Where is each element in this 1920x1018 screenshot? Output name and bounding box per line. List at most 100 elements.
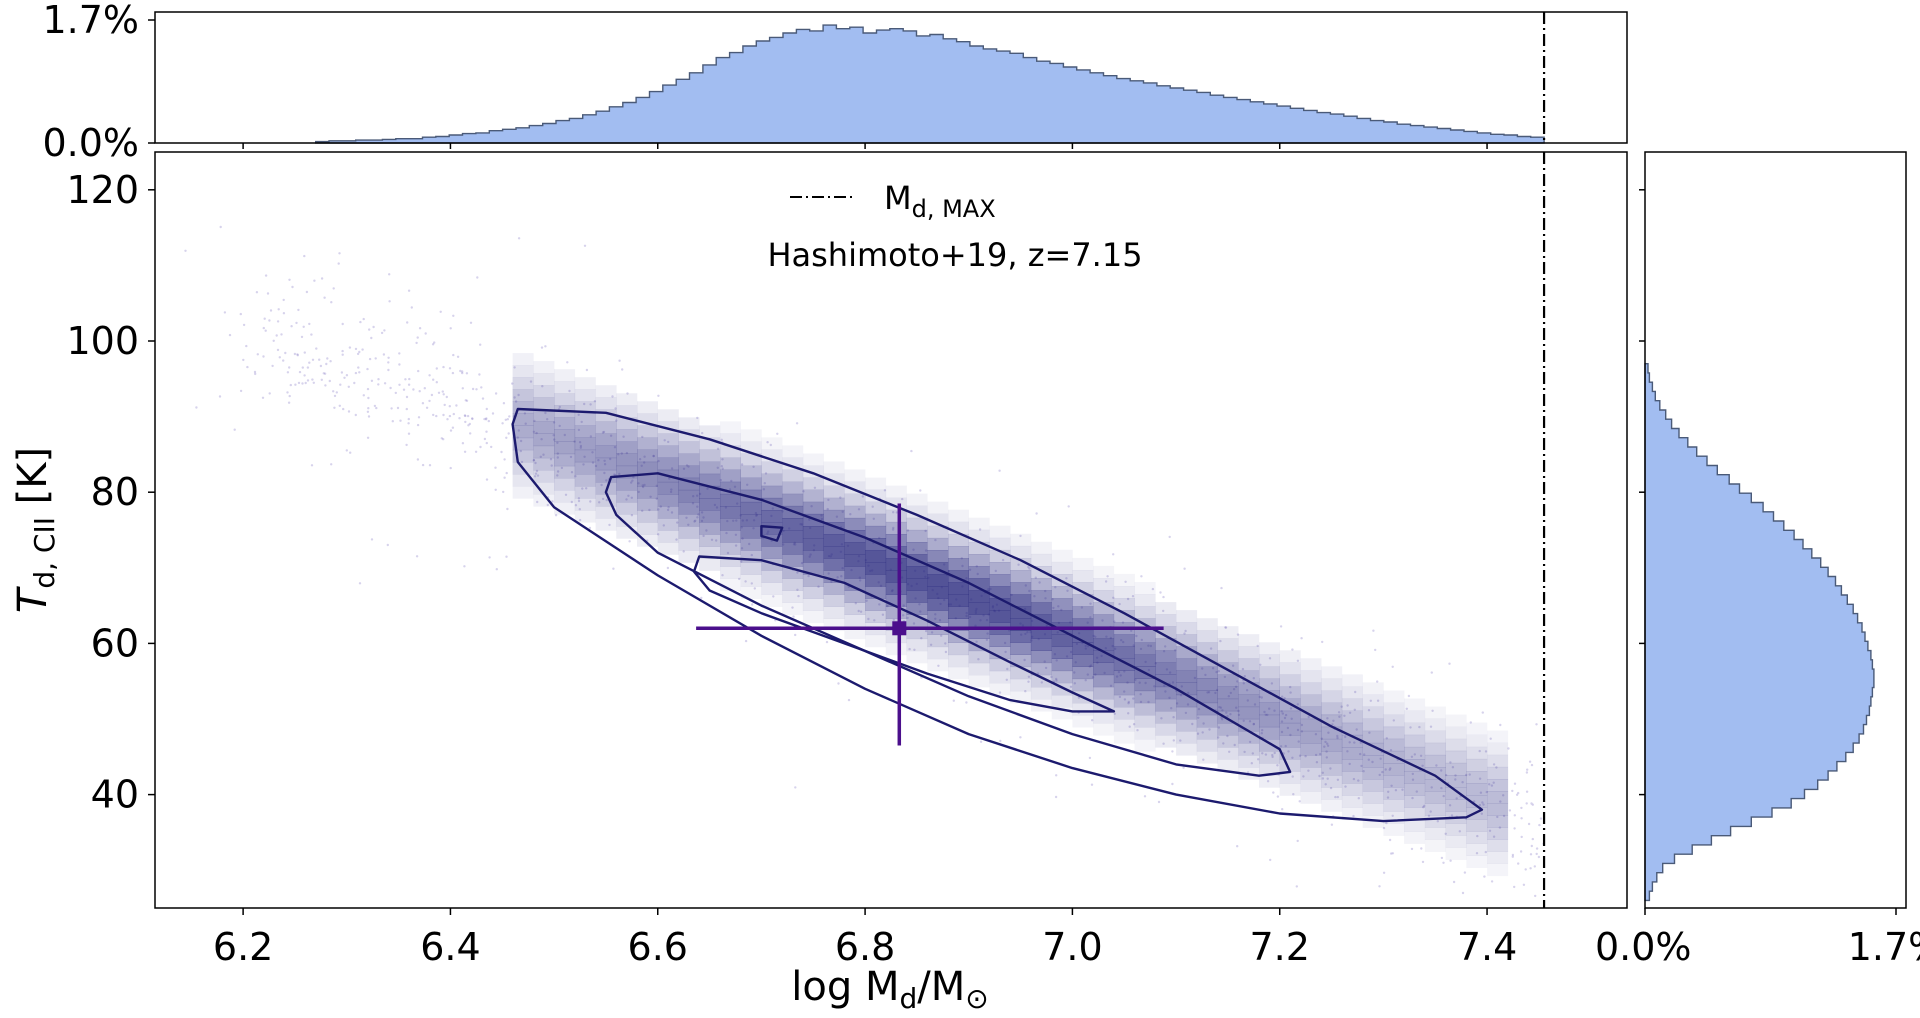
scatter-point	[1157, 800, 1161, 804]
scatter-point	[920, 637, 923, 640]
scatter-point	[1004, 650, 1007, 654]
density-cell	[1113, 646, 1135, 659]
density-cell	[1259, 726, 1280, 740]
scatter-point	[290, 325, 293, 328]
scatter-point	[589, 500, 592, 503]
scatter-point	[1289, 685, 1292, 689]
scatter-point	[533, 419, 536, 423]
density-cell	[1362, 694, 1384, 707]
scatter-point	[305, 290, 309, 294]
scatter-point	[937, 664, 940, 667]
scatter-point	[577, 497, 581, 500]
scatter-point	[431, 343, 435, 346]
scatter-point	[1488, 783, 1491, 786]
density-cell	[968, 541, 990, 555]
density-cell	[1445, 787, 1467, 800]
scatter-point	[1298, 800, 1301, 803]
density-cell	[595, 445, 617, 459]
density-cell	[1259, 739, 1280, 752]
density-cell	[1176, 610, 1198, 623]
scatter-point	[734, 544, 738, 547]
scatter-point	[239, 389, 243, 393]
x-tick-label: 6.8	[835, 925, 895, 969]
scatter-point	[878, 603, 881, 606]
scatter-point	[461, 387, 464, 390]
scatter-point	[1421, 764, 1424, 767]
density-cell	[1238, 658, 1260, 671]
scatter-point	[591, 451, 594, 454]
density-cell	[1238, 718, 1260, 732]
scatter-point	[266, 292, 270, 295]
density-cell	[1051, 586, 1073, 599]
scatter-point	[682, 467, 686, 470]
density-cell	[1445, 726, 1467, 740]
scatter-point	[700, 596, 703, 600]
scatter-point	[517, 237, 521, 240]
scatter-point	[1084, 679, 1087, 682]
density-cell	[574, 377, 596, 390]
scatter-point	[218, 395, 222, 398]
scatter-point	[902, 614, 905, 617]
scatter-point	[1280, 730, 1284, 734]
y-tick-label: 40	[91, 773, 139, 817]
scatter-point	[721, 458, 724, 461]
scatter-point	[320, 378, 323, 381]
scatter-point	[532, 430, 536, 433]
density-cell	[1010, 558, 1032, 571]
scatter-point	[813, 486, 817, 489]
density-cell	[657, 409, 679, 422]
density-cell	[699, 498, 721, 511]
density-cell	[1341, 710, 1363, 724]
scatter-point	[1498, 826, 1502, 829]
density-cell	[885, 606, 907, 619]
density-cell	[554, 417, 576, 430]
scatter-point	[275, 334, 278, 337]
scatter-point	[289, 383, 292, 387]
scatter-point	[1038, 581, 1041, 584]
scatter-point	[1179, 739, 1182, 742]
scatter-point	[536, 474, 540, 477]
density-cell	[906, 529, 928, 543]
scatter-point	[578, 518, 582, 522]
scatter-point	[1252, 722, 1256, 726]
density-cell	[1259, 642, 1280, 655]
scatter-point	[284, 351, 287, 355]
density-cell	[1404, 783, 1426, 796]
scatter-point	[618, 359, 621, 362]
density-cell	[616, 453, 638, 467]
scatter-point	[310, 333, 313, 336]
scatter-point	[865, 599, 868, 602]
density-cell	[1238, 743, 1260, 756]
scatter-point	[536, 500, 539, 504]
density-cell	[927, 537, 949, 551]
scatter-point	[716, 447, 720, 450]
density-cell	[823, 546, 845, 559]
scatter-point	[418, 390, 421, 393]
scatter-point	[772, 595, 775, 598]
scatter-point	[1502, 814, 1506, 818]
density-cell	[678, 417, 700, 430]
scatter-point	[1088, 756, 1092, 760]
scatter-point	[1321, 777, 1325, 780]
scatter-point	[1251, 752, 1255, 755]
scatter-point	[471, 417, 474, 420]
scatter-point	[532, 459, 536, 462]
density-cell	[802, 453, 824, 466]
density-cell	[1010, 606, 1032, 619]
scatter-point	[685, 516, 688, 519]
scatter-point	[1284, 713, 1288, 717]
density-cell	[782, 530, 804, 543]
scatter-point	[585, 368, 589, 372]
scatter-point	[912, 622, 916, 625]
scatter-point	[502, 402, 506, 405]
scatter-point	[535, 469, 539, 473]
scatter-point	[1201, 731, 1204, 734]
scatter-point	[881, 613, 885, 616]
scatter-point	[1369, 699, 1373, 702]
density-cell	[823, 497, 845, 511]
density-cell	[1424, 754, 1446, 768]
scatter-point	[503, 476, 506, 479]
scatter-point	[1352, 777, 1356, 781]
density-cell	[699, 558, 721, 571]
density-cell	[554, 393, 576, 406]
